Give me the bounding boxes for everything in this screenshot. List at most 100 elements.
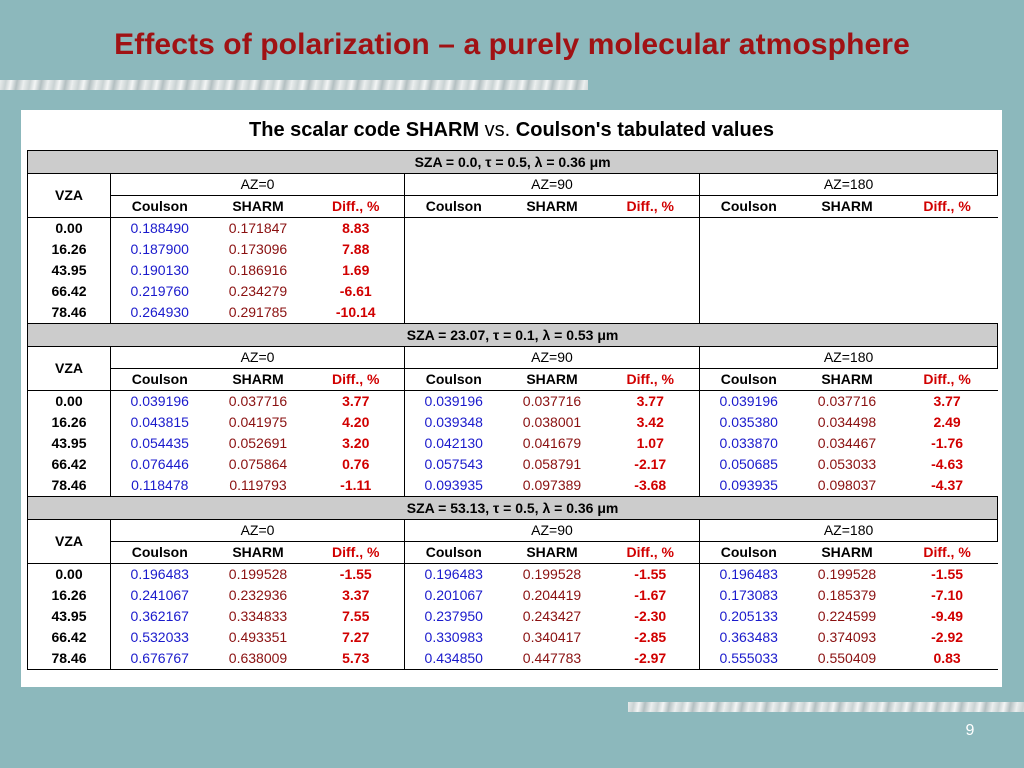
sharm-header: SHARM [208, 368, 308, 391]
table-row: 43.95 0.362167 0.334833 7.55 0.237950 0.24342… [27, 606, 998, 627]
sharm-value: 0.493351 [228, 629, 288, 645]
az-header: AZ=0 [110, 519, 405, 542]
vza-value: 16.26 [27, 412, 111, 433]
sharm-value: 0.186916 [228, 262, 288, 278]
vza-value: 43.95 [27, 260, 111, 281]
page-number: 9 [965, 722, 975, 739]
subtitle-vs: vs. [484, 119, 511, 141]
slide-title: Effects of polarization – a purely molec… [114, 28, 910, 61]
sharm-header: SHARM [502, 541, 602, 564]
diff-value: 2.49 [933, 414, 961, 430]
coulson-header: Coulson [699, 195, 798, 218]
vza-value: 0.00 [27, 217, 111, 239]
sharm-header: SHARM [502, 368, 602, 391]
coulson-value [699, 217, 798, 239]
diff-value: 7.55 [342, 608, 370, 624]
section-header: SZA = 0.0, τ = 0.5, λ = 0.36 μm [26, 150, 999, 174]
table-row: 43.95 0.190130 0.186916 1.69 [27, 260, 998, 281]
diff-header: Diff., % [307, 195, 405, 218]
diff-value: -9.49 [931, 608, 964, 624]
coulson-value [404, 260, 503, 281]
coulson-value: 0.039196 [110, 390, 209, 412]
vza-value: 43.95 [27, 606, 111, 627]
coulson-value: 0.676767 [110, 648, 209, 670]
az-header: AZ=180 [698, 519, 999, 542]
az-header-row: VZA AZ=0 AZ=90 AZ=180 [27, 173, 999, 218]
diff-header: Diff., % [896, 368, 998, 391]
coulson-value: 0.035380 [699, 412, 798, 433]
table-row: 43.95 0.054435 0.052691 3.20 0.042130 0.04167… [27, 433, 998, 454]
sharm-value: 0.224599 [817, 608, 877, 624]
sharm-value [503, 281, 602, 302]
sharm-value: 0.199528 [208, 563, 308, 585]
az-header: AZ=180 [698, 346, 999, 369]
coulson-value: 0.093935 [699, 475, 798, 497]
coulson-value: 0.042130 [404, 433, 503, 454]
diff-value: -4.37 [896, 475, 998, 497]
sharm-value: 0.550409 [797, 648, 897, 670]
diff-value: 3.42 [636, 414, 664, 430]
coulson-value: 0.050685 [699, 454, 798, 475]
table-row: 78.46 0.118478 0.119793 -1.11 0.093935 0.0973… [27, 475, 998, 497]
vza-value: 16.26 [27, 585, 111, 606]
sharm-value: 0.234279 [228, 283, 288, 299]
diff-header: Diff., % [307, 541, 405, 564]
sharm-value: 0.638009 [208, 648, 308, 670]
coulson-header: Coulson [404, 368, 503, 391]
sharm-value: 0.243427 [522, 608, 582, 624]
diff-value: -1.55 [601, 563, 700, 585]
diff-value: 1.07 [636, 435, 664, 451]
coulson-value: 0.093935 [404, 475, 503, 497]
vza-value: 78.46 [27, 302, 111, 324]
coulson-value: 0.241067 [110, 585, 209, 606]
coulson-header: Coulson [110, 368, 209, 391]
vza-header: VZA [27, 173, 111, 218]
vza-value: 16.26 [27, 239, 111, 260]
coulson-value: 0.033870 [699, 433, 798, 454]
coulson-value: 0.205133 [699, 606, 798, 627]
coulson-value [404, 281, 503, 302]
diff-value [602, 281, 700, 302]
az-header: AZ=90 [404, 173, 700, 196]
table-row: 0.00 0.039196 0.037716 3.77 0.039196 0.037716… [27, 390, 998, 412]
coulson-value: 0.201067 [404, 585, 503, 606]
table-row: 66.42 0.219760 0.234279 -6.61 [27, 281, 998, 302]
sharm-value [502, 302, 602, 324]
diff-value: -2.85 [634, 629, 667, 645]
sharm-header: SHARM [797, 368, 897, 391]
diff-value [897, 260, 998, 281]
table-row: 0.00 0.196483 0.199528 -1.55 0.196483 0.19952… [27, 563, 998, 585]
az-header: AZ=0 [110, 173, 405, 196]
sharm-value [798, 260, 897, 281]
coulson-value: 0.264930 [110, 302, 209, 324]
table-row: 66.42 0.532033 0.493351 7.27 0.330983 0.34041… [27, 627, 998, 648]
az-header: AZ=0 [110, 346, 405, 369]
vza-value: 0.00 [27, 563, 111, 585]
sharm-value: 0.098037 [797, 475, 897, 497]
diff-value: 1.69 [342, 262, 370, 278]
az-header: AZ=90 [404, 519, 700, 542]
diff-header: Diff., % [601, 541, 700, 564]
table-row: 16.26 0.043815 0.041975 4.20 0.039348 0.03800… [27, 412, 998, 433]
diff-value: 3.77 [601, 390, 700, 412]
coulson-value: 0.330983 [404, 627, 503, 648]
sharm-value: 0.037716 [797, 390, 897, 412]
diff-value [602, 260, 700, 281]
section-header: SZA = 53.13, τ = 0.5, λ = 0.36 μm [26, 496, 999, 520]
diff-value: 4.20 [342, 414, 370, 430]
sharm-value: 0.340417 [522, 629, 582, 645]
diff-value: 3.77 [896, 390, 998, 412]
diff-value: -2.92 [931, 629, 964, 645]
vza-header: VZA [27, 346, 111, 391]
coulson-value: 0.196483 [110, 563, 209, 585]
column-header-row: Coulson SHARM Diff., % Coulson SHARM Diff., %… [28, 368, 998, 391]
coulson-value: 0.039196 [404, 390, 503, 412]
diff-value: -2.17 [634, 456, 667, 472]
table-row: 0.00 0.188490 0.171847 8.83 [27, 217, 998, 239]
table-row: 16.26 0.241067 0.232936 3.37 0.201067 0.20441… [27, 585, 998, 606]
section-header-row: SZA = 23.07, τ = 0.1, λ = 0.53 μm [26, 323, 999, 347]
coulson-value [699, 302, 798, 324]
diff-value: 8.83 [307, 217, 405, 239]
vza-header: VZA [27, 519, 111, 564]
sharm-value [798, 281, 897, 302]
